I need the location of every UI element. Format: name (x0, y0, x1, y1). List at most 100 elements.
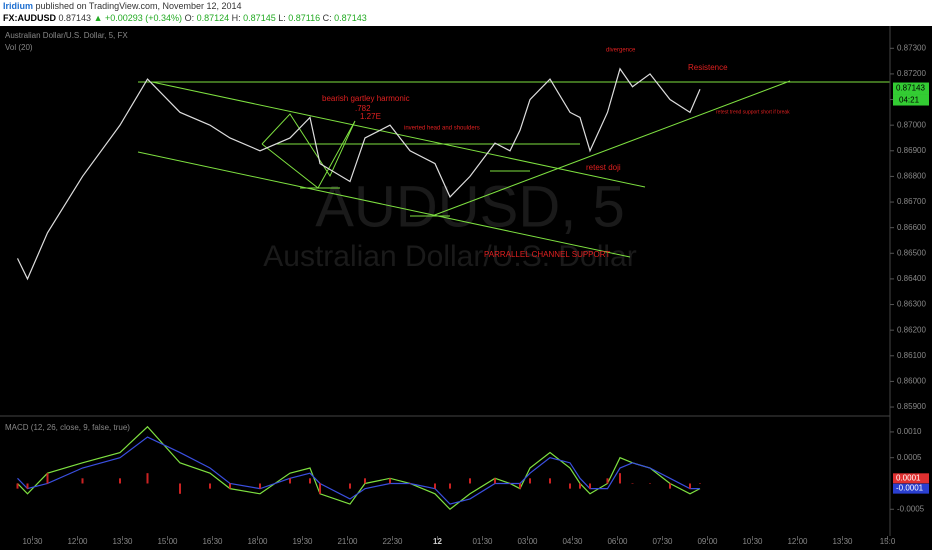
l: 0.87116 (288, 13, 321, 23)
y-tick-label: 0.0005 (897, 453, 922, 462)
x-tick-label: 09:00 (697, 537, 718, 546)
y-tick-label: 0.86000 (897, 377, 926, 386)
x-tick-label: 01:30 (472, 537, 493, 546)
histogram-bar (519, 483, 521, 489)
histogram-bar (389, 478, 391, 484)
x-tick-label: 18:00 (247, 537, 268, 546)
y-tick-label: 0.87000 (897, 120, 926, 129)
header: Iridium published on TradingView.com, No… (0, 0, 932, 26)
y-tick-label: 0.86700 (897, 197, 926, 206)
y-tick-label: 0.86100 (897, 351, 926, 360)
last: 0.87143 (58, 13, 92, 23)
y-tick-label: 0.86600 (897, 223, 926, 232)
y-tick-label: 0.0010 (897, 427, 922, 436)
annotation: bearish gartley harmonic (322, 94, 410, 103)
macd-tag (893, 483, 929, 494)
histogram-bar (469, 478, 471, 484)
legend: Vol (20) (5, 43, 33, 52)
price-tag (893, 82, 929, 95)
histogram-bar (631, 483, 634, 484)
x-tick-label: 06:00 (607, 537, 628, 546)
macd-tag-label: -0.0001 (896, 484, 924, 493)
x-tick-label: 15:00 (157, 537, 178, 546)
annotation: divergence (606, 48, 636, 54)
histogram-bar (179, 483, 181, 494)
y-tick-label: 0.87200 (897, 69, 926, 78)
y-tick-label: 0.86300 (897, 300, 926, 309)
author: Iridium (3, 1, 34, 11)
histogram-bar (494, 478, 496, 484)
histogram-bar (209, 483, 211, 489)
x-tick-label: 13:30 (112, 537, 133, 546)
x-tick-label: 03:00 (517, 537, 538, 546)
histogram-bar (289, 478, 291, 484)
histogram-bar (364, 478, 366, 484)
x-tick-label: 07:30 (652, 537, 673, 546)
macd-line (17, 436, 700, 505)
symbol: FX:AUDUSD (3, 13, 56, 23)
o-label: O: (184, 13, 195, 23)
annotation: PARRALLEL CHANNEL SUPPORT (484, 250, 610, 259)
y-tick-label: -0.0005 (897, 504, 925, 513)
macd-tag (893, 473, 929, 484)
histogram-bar (529, 478, 531, 484)
histogram-bar (449, 483, 451, 489)
x-tick-label: 12:00 (787, 537, 808, 546)
x-tick-label: 12:00 (67, 537, 88, 546)
histogram-bar (119, 478, 121, 484)
histogram-bar (146, 473, 149, 484)
h: 0.87145 (243, 13, 276, 23)
histogram-bar (26, 483, 29, 489)
c-label: C: (322, 13, 332, 23)
y-tick-label: 0.86900 (897, 146, 926, 155)
x-tick-label: 12 (433, 537, 442, 546)
x-tick-label: 21:00 (337, 537, 358, 546)
y-tick-label: 0.85900 (897, 402, 926, 411)
macd-line (17, 425, 701, 511)
x-tick-label: 19:30 (292, 537, 313, 546)
change: ▲ +0.00293 (+0.34%) (93, 13, 183, 23)
y-tick-label: 0.86800 (897, 172, 926, 181)
histogram-bar (16, 483, 19, 489)
histogram-bar (229, 483, 231, 489)
histogram-bar (569, 483, 571, 489)
histogram-bar (259, 483, 261, 489)
annotation: .782 (355, 104, 371, 113)
x-tick-label: 10:30 (22, 537, 43, 546)
y-tick-label: 0.87300 (897, 43, 926, 52)
histogram-bar (46, 473, 49, 484)
y-tick-label: 0.86400 (897, 274, 926, 283)
drawings (137, 80, 890, 258)
histogram-bar (579, 483, 581, 489)
histogram-bar (509, 483, 511, 484)
annotation: retest trend support short if break (716, 109, 790, 115)
histogram-bar (549, 478, 551, 484)
histogram-bar (649, 483, 651, 484)
h-label: H: (231, 13, 241, 23)
histogram-bar (319, 483, 321, 494)
price-tag-label: 0.87143 (896, 84, 925, 93)
x-tick-label: 16:30 (202, 537, 223, 546)
macd-tag-label: 0.0001 (896, 473, 921, 482)
published: published on TradingView.com, November 1… (35, 1, 242, 11)
watermark: AUDUSD, 5 (315, 174, 624, 239)
annotation: Resistence (688, 63, 728, 72)
histogram-bar (699, 483, 701, 484)
countdown-bg (893, 94, 929, 106)
l-label: L: (278, 13, 286, 23)
histogram-bar (606, 478, 609, 484)
countdown: 04:21 (899, 96, 920, 105)
histogram-bar (619, 473, 621, 484)
histogram-bar (81, 478, 84, 484)
c: 0.87143 (334, 13, 367, 23)
y-tick-label: 0.86500 (897, 248, 926, 257)
legend: Australian Dollar/U.S. Dollar, 5, FX (5, 31, 128, 40)
histogram-bar (309, 478, 311, 484)
x-tick-label: 13:30 (832, 537, 853, 546)
price-line (16, 67, 701, 281)
histogram-bar (434, 483, 436, 489)
annotation: retest doji (586, 163, 621, 172)
histogram-bar (689, 483, 691, 489)
y-tick-label: 0.86200 (897, 325, 926, 334)
